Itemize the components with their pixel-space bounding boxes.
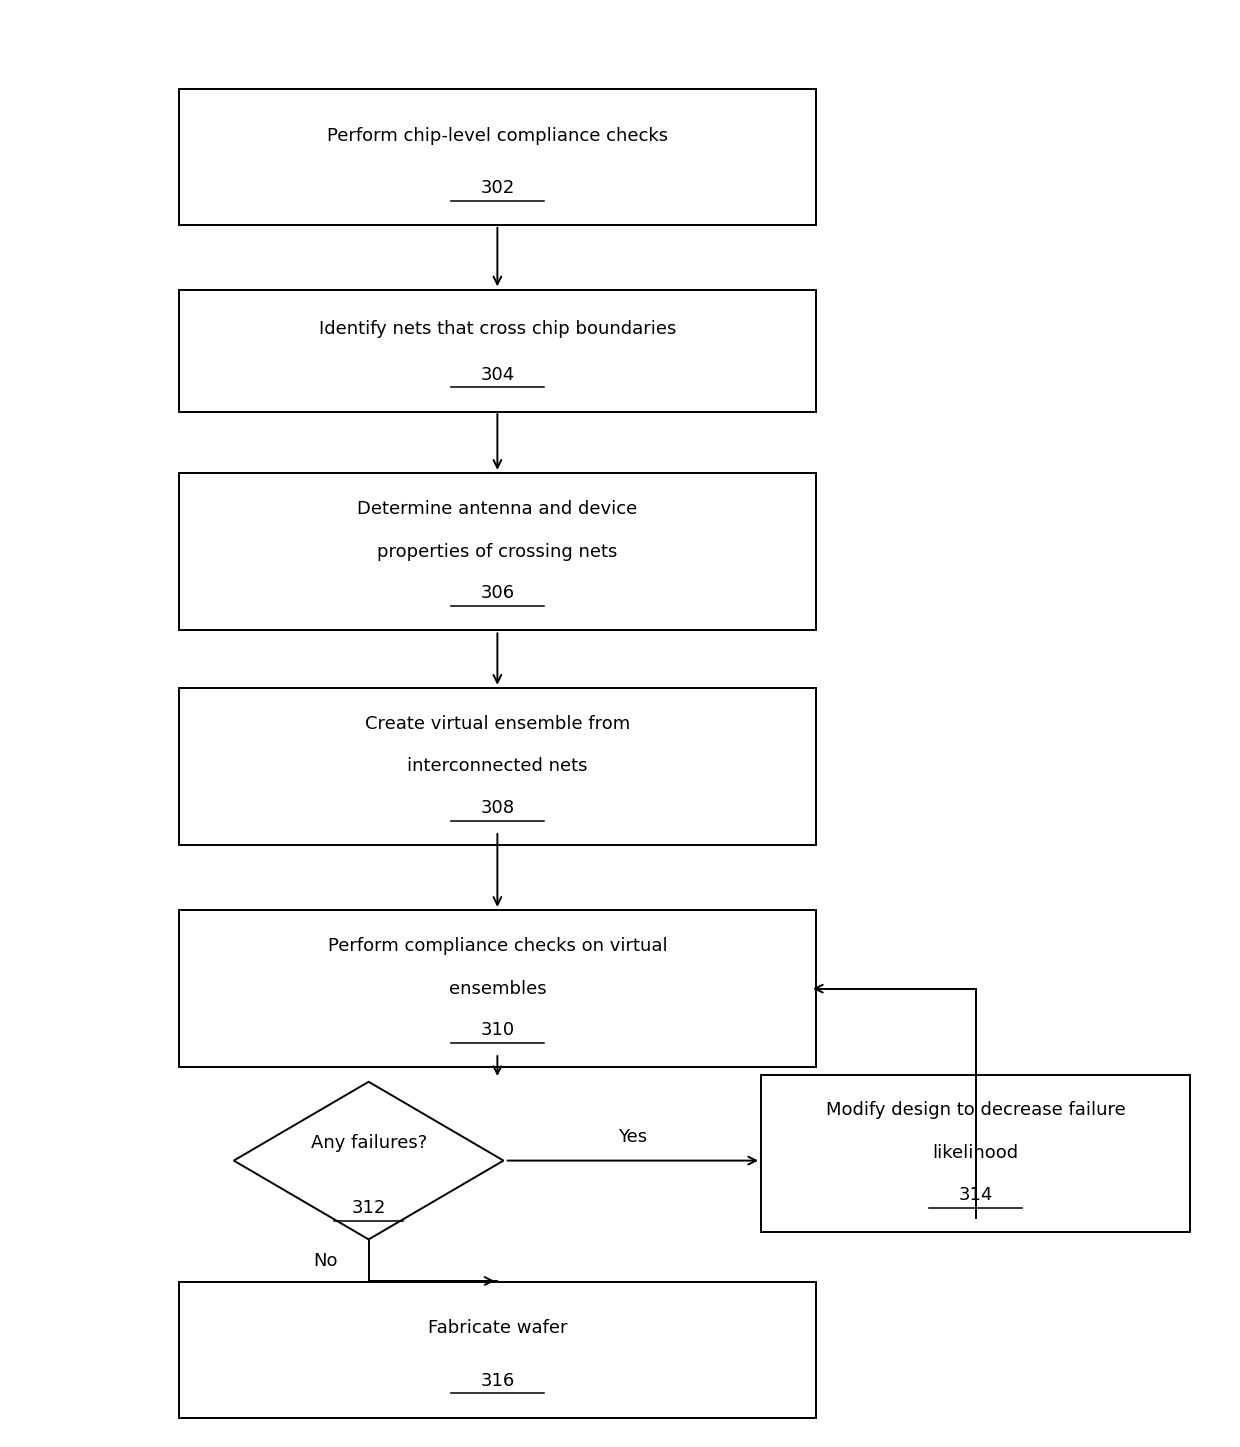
Text: 308: 308 — [480, 799, 515, 818]
Text: Perform chip-level compliance checks: Perform chip-level compliance checks — [327, 127, 668, 145]
Text: 306: 306 — [480, 585, 515, 602]
Text: Yes: Yes — [618, 1129, 647, 1146]
Text: Identify nets that cross chip boundaries: Identify nets that cross chip boundaries — [319, 320, 676, 339]
Text: properties of crossing nets: properties of crossing nets — [377, 543, 618, 560]
Text: 314: 314 — [959, 1187, 993, 1204]
Bar — [179, 90, 816, 226]
Text: ensembles: ensembles — [449, 980, 546, 997]
Text: likelihood: likelihood — [932, 1145, 1018, 1162]
Bar — [179, 473, 816, 631]
Bar — [179, 687, 816, 845]
Text: No: No — [314, 1252, 339, 1270]
Text: 316: 316 — [480, 1372, 515, 1389]
Text: Any failures?: Any failures? — [310, 1134, 427, 1152]
Text: 312: 312 — [351, 1200, 386, 1217]
Text: Perform compliance checks on virtual: Perform compliance checks on virtual — [327, 936, 667, 955]
Text: Fabricate wafer: Fabricate wafer — [428, 1320, 567, 1337]
Text: interconnected nets: interconnected nets — [407, 757, 588, 776]
Bar — [179, 1282, 816, 1418]
Text: 310: 310 — [480, 1022, 515, 1039]
Text: Determine antenna and device: Determine antenna and device — [357, 499, 637, 518]
Bar — [761, 1075, 1190, 1233]
Text: Create virtual ensemble from: Create virtual ensemble from — [365, 715, 630, 732]
Polygon shape — [234, 1082, 503, 1240]
Text: Modify design to decrease failure: Modify design to decrease failure — [826, 1101, 1126, 1120]
Bar — [179, 289, 816, 412]
Text: 304: 304 — [480, 366, 515, 383]
Bar — [179, 910, 816, 1068]
Text: 302: 302 — [480, 179, 515, 197]
